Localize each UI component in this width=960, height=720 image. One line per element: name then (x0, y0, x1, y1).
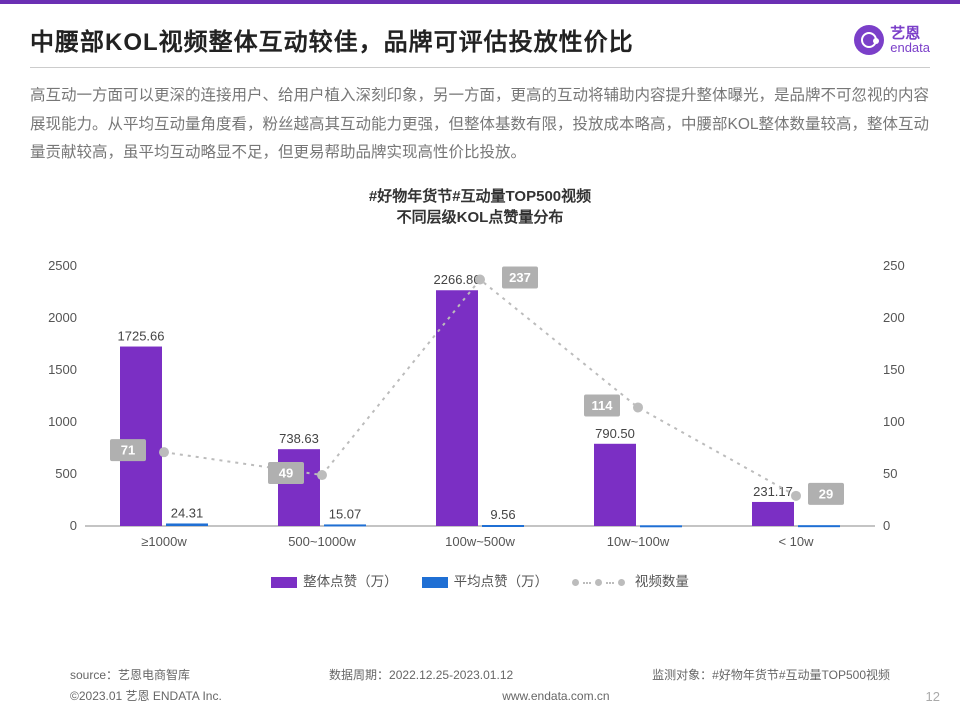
svg-text:0: 0 (883, 518, 890, 533)
svg-text:9.56: 9.56 (490, 507, 515, 522)
legend-item-bar2: 平均点赞（万） (422, 570, 549, 590)
chart-title: #好物年货节#互动量TOP500视频 不同层级KOL点赞量分布 (0, 186, 960, 228)
svg-text:1725.66: 1725.66 (118, 329, 165, 344)
svg-text:114: 114 (592, 398, 614, 413)
svg-text:237: 237 (509, 270, 531, 285)
svg-text:0: 0 (70, 518, 77, 533)
svg-text:738.63: 738.63 (279, 431, 319, 446)
svg-text:2000: 2000 (48, 310, 77, 325)
svg-text:24.31: 24.31 (171, 505, 204, 520)
svg-text:500: 500 (55, 466, 77, 481)
svg-text:29: 29 (819, 486, 833, 501)
svg-text:500~1000w: 500~1000w (288, 534, 356, 549)
footer: source：艺恩电商智库 数据周期：2022.12.25-2023.01.12… (0, 666, 960, 704)
divider (30, 67, 930, 68)
svg-text:790.50: 790.50 (595, 426, 635, 441)
svg-text:71: 71 (121, 443, 135, 458)
footer-copyright: ©2023.01 艺恩 ENDATA Inc. www.endata.com.c… (30, 687, 930, 704)
svg-text:< 10w: < 10w (778, 534, 814, 549)
svg-text:100: 100 (883, 414, 905, 429)
chart: 0 500 1000 1500 2000 2500 0 50 100 150 200 250 1725.… (30, 236, 930, 566)
footer-meta: source：艺恩电商智库 数据周期：2022.12.25-2023.01.12… (30, 666, 930, 687)
logo-icon (854, 25, 884, 55)
svg-text:49: 49 (279, 466, 293, 481)
header: 中腰部KOL视频整体互动较佳，品牌可评估投放性价比 艺恩 endata (0, 4, 960, 57)
svg-text:250: 250 (883, 258, 905, 273)
svg-text:1000: 1000 (48, 414, 77, 429)
svg-text:2500: 2500 (48, 258, 77, 273)
body-paragraph: 高互动一方面可以更深的连接用户、给用户植入深刻印象，另一方面，更高的互动将辅助内… (0, 82, 960, 168)
svg-text:200: 200 (883, 310, 905, 325)
svg-text:15.07: 15.07 (329, 506, 362, 521)
legend-item-line: 视频数量 (572, 570, 689, 590)
logo-text: 艺恩 endata (890, 26, 930, 54)
svg-text:10w~100w: 10w~100w (607, 534, 670, 549)
svg-text:150: 150 (883, 362, 905, 377)
legend-item-bar1: 整体点赞（万） (271, 570, 398, 590)
page-number: 12 (926, 689, 940, 704)
chart-svg: 0 500 1000 1500 2000 2500 0 50 100 150 200 250 1725.… (30, 236, 930, 566)
svg-text:50: 50 (883, 466, 897, 481)
svg-text:100w~500w: 100w~500w (445, 534, 515, 549)
logo: 艺恩 endata (854, 25, 930, 55)
page-title: 中腰部KOL视频整体互动较佳，品牌可评估投放性价比 (30, 22, 634, 57)
legend: 整体点赞（万） 平均点赞（万） 视频数量 (0, 570, 960, 590)
svg-text:≥1000w: ≥1000w (141, 534, 187, 549)
svg-text:1500: 1500 (48, 362, 77, 377)
svg-text:2266.86: 2266.86 (434, 272, 481, 287)
